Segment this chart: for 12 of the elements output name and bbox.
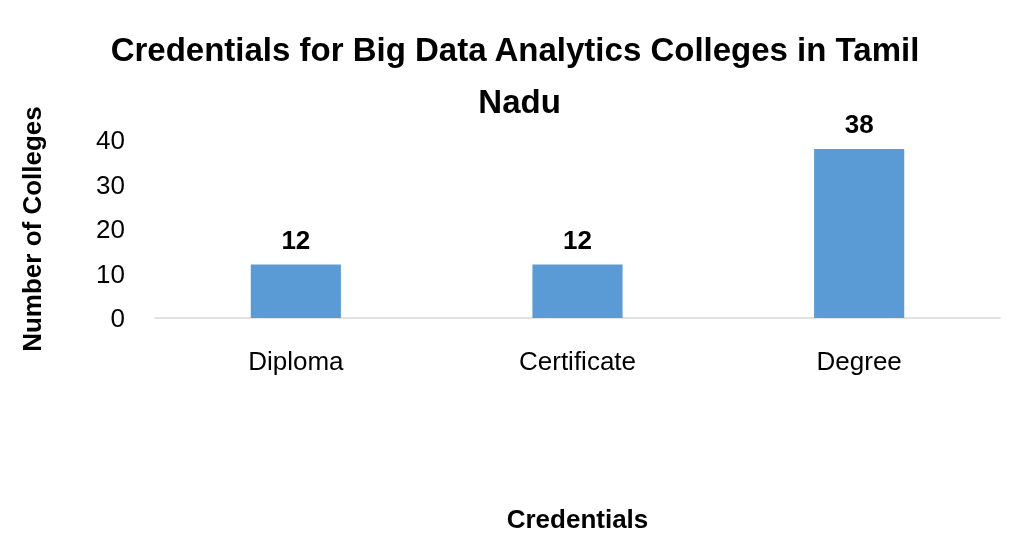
y-tick-label: 20 <box>96 214 125 244</box>
y-axis-title: Number of Colleges <box>17 106 47 352</box>
x-tick-label: Diploma <box>248 346 345 376</box>
y-tick-label: 40 <box>96 125 125 155</box>
x-tick-label: Degree <box>816 346 902 376</box>
x-axis-title: Credentials <box>506 504 649 533</box>
data-label: 12 <box>281 224 311 255</box>
y-tick-label: 0 <box>110 303 125 333</box>
y-tick-label: 30 <box>96 169 125 200</box>
x-tick-label: Certificate <box>518 346 637 376</box>
data-label: 12 <box>563 224 592 255</box>
y-tick-label: 10 <box>96 258 125 289</box>
